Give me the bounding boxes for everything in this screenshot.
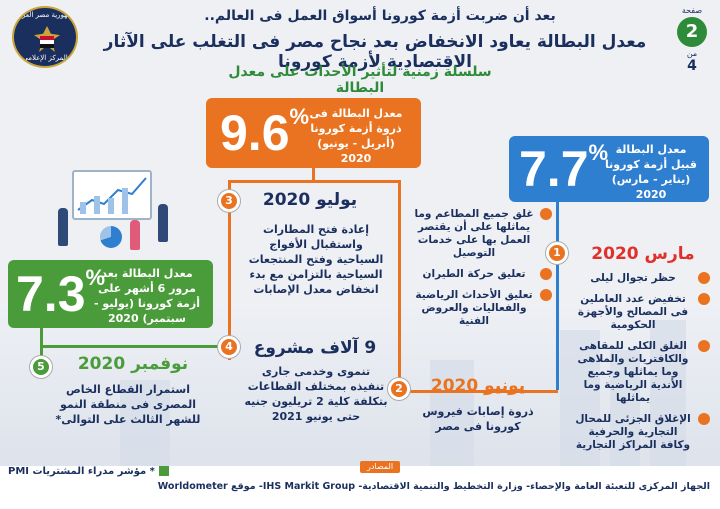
person-icon xyxy=(130,220,140,250)
june-text: ذروة إصابات فيروس كورونا فى مصر xyxy=(422,405,534,433)
building-silhouette xyxy=(560,330,600,466)
list-item: تعليق الأحداث الرياضية والفعاليات والعرو… xyxy=(412,289,552,328)
bullet-icon xyxy=(698,293,710,305)
sources-text: الجهاز المركزى للتعبئة العامة والإحصاء- … xyxy=(157,481,710,492)
logo-top-text: جمهورية مصر العربية xyxy=(14,11,76,19)
page-of: من xyxy=(686,49,698,58)
bullet-icon xyxy=(698,340,710,352)
star-icon xyxy=(158,466,169,476)
bullet-icon xyxy=(540,289,552,301)
list-item-text: تخفيض عدد العاملين فى المصالح والأجهزة ا… xyxy=(577,293,689,331)
date-july-2020: يوليو 2020 xyxy=(262,190,358,210)
timeline-line-blue xyxy=(556,202,559,390)
stat-value: 7.3% xyxy=(16,265,105,323)
timeline-node-1: 1 xyxy=(546,242,568,264)
building-silhouette xyxy=(120,380,170,466)
tagline: سلسلة زمنية لتأثير الأحداث على معدل البط… xyxy=(228,64,492,96)
building-silhouette xyxy=(430,360,474,466)
bullet-icon xyxy=(540,208,552,220)
footer xyxy=(0,466,720,509)
pmi-note-text: * مؤشر مدراء المشتريات PMI xyxy=(8,466,155,477)
timeline-line-green xyxy=(40,328,43,368)
stat-caption: معدل البطالة فى ذروة أزمة كورونا (أبريل … xyxy=(309,107,403,165)
stat-box-before: 7.7% معدل البطالة قبيل أزمة كورونا (يناي… xyxy=(509,136,709,202)
list-item: الغلق الكلى للمقاهى والكافتريات والملاهى… xyxy=(572,340,710,405)
percent-sign: % xyxy=(588,140,609,165)
list-item-text: حظر تجوال ليلى xyxy=(590,272,676,284)
logo-bottom-text: المركز الإعلامي xyxy=(22,54,68,62)
page-label: صفحة xyxy=(681,6,703,15)
list-item-text: غلق جميع المطاعم وما يماثلها على أن يقتص… xyxy=(414,208,534,259)
november-text: استمرار القطاع الخاص المصرى فى منطقة الن… xyxy=(55,383,201,426)
list-item: تعليق حركة الطيران xyxy=(412,268,552,281)
stat-value: 9.6% xyxy=(220,104,309,162)
timeline-line xyxy=(398,180,401,390)
bullet-icon xyxy=(698,272,710,284)
projects-text: تنموى وخدمى جارى تنفيذه بمختلف القطاعات … xyxy=(244,365,388,423)
march-measures-right: حظر تجوال ليلى تخفيض عدد العاملين فى الم… xyxy=(572,272,710,460)
pmi-note: * مؤشر مدراء المشتريات PMI xyxy=(8,466,208,477)
business-illustration xyxy=(50,168,190,253)
percent-sign: % xyxy=(85,265,106,290)
list-item: حظر تجوال ليلى xyxy=(572,272,710,285)
timeline-node-5: 5 xyxy=(30,356,52,378)
march-measures-left: غلق جميع المطاعم وما يماثلها على أن يقتص… xyxy=(412,208,552,336)
timeline-node-4: 4 xyxy=(218,336,240,358)
timeline-line xyxy=(312,180,401,183)
pie-chart-icon xyxy=(100,226,122,248)
stat-number: 7.3 xyxy=(16,266,86,322)
timeline-node-3: 3 xyxy=(218,190,240,212)
building-silhouette xyxy=(610,350,640,466)
stat-number: 7.7 xyxy=(519,141,589,197)
page-total: 4 xyxy=(687,58,697,74)
list-item-text: الغلق الكلى للمقاهى والكافتريات والملاهى… xyxy=(577,340,689,404)
list-item-text: تعليق الأحداث الرياضية والفعاليات والعرو… xyxy=(415,289,533,327)
projects-heading: 9 آلاف مشروع xyxy=(253,338,377,358)
date-november-2020: نوفمبر 2020 xyxy=(77,354,189,374)
timeline-line-green xyxy=(40,345,230,348)
page-indicator: صفحة 2 من 4 xyxy=(674,6,710,90)
page-title: معدل البطالة يعاود الانخفاض بعد نجاح مصر… xyxy=(103,32,647,72)
stat-box-after: 7.3% معدل البطالة بعد مرور 6 أشهر على أز… xyxy=(8,260,213,328)
bullet-icon xyxy=(540,268,552,280)
person-icon xyxy=(158,204,168,242)
date-june-2020: يونيو 2020 xyxy=(430,376,526,396)
subheadline: بعد أن ضربت أزمة كورونا أسواق العمل فى ا… xyxy=(204,8,556,24)
timeline-line xyxy=(228,180,315,183)
list-item: الإغلاق الجزئى للمحال التجارية والحرفية … xyxy=(572,413,710,452)
timeline-node-2: 2 xyxy=(388,378,410,400)
timeline-line xyxy=(312,168,315,180)
stat-caption: معدل البطالة بعد مرور 6 أشهر على أزمة كو… xyxy=(94,267,200,325)
stat-value: 7.7% xyxy=(519,140,608,198)
sources-label: المصادر xyxy=(360,461,400,473)
person-icon xyxy=(58,208,68,246)
percent-sign: % xyxy=(289,104,310,129)
timeline-line xyxy=(228,180,231,360)
building-silhouette xyxy=(650,320,686,466)
chart-screen-icon xyxy=(72,170,152,220)
flag-icon xyxy=(40,36,54,48)
list-item-text: الإغلاق الجزئى للمحال التجارية والحرفية … xyxy=(575,413,691,451)
trend-chart-icon xyxy=(77,177,147,214)
stat-caption: معدل البطالة قبيل أزمة كورونا (يناير - م… xyxy=(605,143,697,201)
timeline-line xyxy=(398,390,558,393)
stat-number: 9.6 xyxy=(220,105,290,161)
page-number: 2 xyxy=(677,17,707,47)
date-march-2020: مارس 2020 xyxy=(591,244,695,264)
bullet-icon xyxy=(698,413,710,425)
list-item: غلق جميع المطاعم وما يماثلها على أن يقتص… xyxy=(412,208,552,260)
july-text: إعادة فتح المطارات واستقبال الأفواج السي… xyxy=(248,223,384,296)
stat-box-peak: 9.6% معدل البطالة فى ذروة أزمة كورونا (أ… xyxy=(206,98,421,168)
list-item-text: تعليق حركة الطيران xyxy=(422,268,526,280)
list-item: تخفيض عدد العاملين فى المصالح والأجهزة ا… xyxy=(572,293,710,332)
egypt-cabinet-logo: جمهورية مصر العربية المركز الإعلامي xyxy=(12,6,78,68)
